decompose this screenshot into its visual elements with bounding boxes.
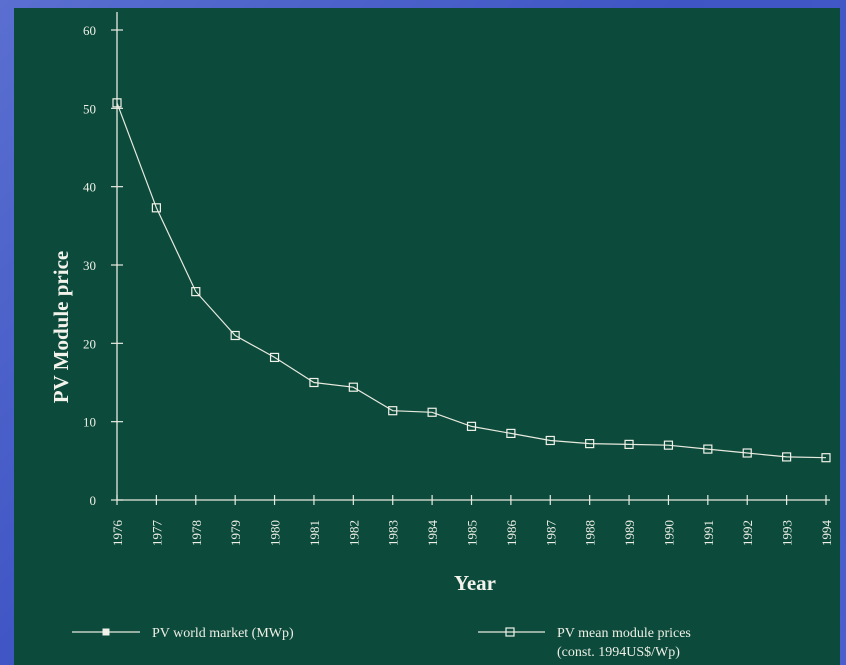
x-tick-label: 1981 <box>307 520 322 546</box>
data-point <box>309 377 319 388</box>
x-tick-label: 1982 <box>346 520 361 546</box>
legend-label-module-prices-line1: PV mean module prices <box>557 626 691 641</box>
legend-item-module-prices: PV mean module prices (const. 1994US$/Wp… <box>478 626 691 660</box>
x-axis-title: Year <box>454 571 496 595</box>
x-tick-label: 1977 <box>149 520 164 547</box>
chart-panel <box>14 8 840 665</box>
x-tick-label: 1983 <box>386 520 401 546</box>
data-point <box>112 98 122 108</box>
data-point <box>782 452 792 462</box>
data-point <box>388 406 398 416</box>
y-tick-label: 40 <box>83 180 96 195</box>
x-tick-label: 1989 <box>622 520 637 546</box>
data-point <box>703 444 713 454</box>
x-tick-label: 1987 <box>543 520 558 547</box>
legend-item-world-market: PV world market (MWp) <box>72 626 294 641</box>
x-tick-label: 1988 <box>583 520 598 546</box>
y-tick-label: 30 <box>83 258 96 273</box>
y-tick-label: 10 <box>83 415 96 430</box>
data-point <box>506 428 516 439</box>
legend-label-world-market: PV world market (MWp) <box>152 626 294 641</box>
data-point <box>585 439 595 449</box>
x-tick-label: 1985 <box>465 520 480 546</box>
data-point <box>663 440 674 450</box>
x-tick-label: 1986 <box>504 520 519 547</box>
data-point <box>230 330 240 341</box>
x-tick-label: 1993 <box>780 520 795 546</box>
y-axis-ticks: 0 10 20 30 40 50 60 <box>83 23 123 508</box>
data-point <box>624 439 634 449</box>
y-axis-title: PV Module price <box>49 251 73 403</box>
y-tick-label: 50 <box>83 101 96 116</box>
x-tick-label: 1976 <box>110 520 125 547</box>
x-tick-label: 1980 <box>268 520 283 546</box>
data-point <box>269 352 280 363</box>
y-tick-label: 60 <box>83 23 96 38</box>
axes <box>116 12 830 501</box>
x-tick-label: 1978 <box>189 520 204 546</box>
x-axis-ticks: 1976 1977 1978 1979 1980 1981 1982 1983 1984 1985… <box>110 495 834 546</box>
legend: PV world market (MWp) PV mean module pri… <box>72 626 691 660</box>
data-point <box>742 448 752 458</box>
x-tick-label: 1990 <box>661 520 676 546</box>
data-point <box>466 421 477 431</box>
x-tick-label: 1984 <box>425 520 440 547</box>
data-point <box>821 453 831 463</box>
legend-marker-filled-square <box>102 628 110 636</box>
y-tick-label: 20 <box>83 336 96 351</box>
legend-marker-open-square <box>505 627 515 637</box>
data-point <box>545 435 555 446</box>
data-point <box>427 407 437 417</box>
x-tick-label: 1992 <box>740 520 755 546</box>
x-tick-label: 1991 <box>701 520 716 546</box>
data-point <box>348 382 358 392</box>
y-tick-label: 0 <box>90 493 97 508</box>
series-line <box>116 102 827 459</box>
x-tick-label: 1979 <box>228 520 243 546</box>
legend-label-module-prices-line2: (const. 1994US$/Wp) <box>557 645 680 660</box>
x-tick-label: 1994 <box>819 520 834 547</box>
data-point <box>151 203 161 213</box>
data-point <box>191 287 201 297</box>
series-layer <box>112 98 831 463</box>
